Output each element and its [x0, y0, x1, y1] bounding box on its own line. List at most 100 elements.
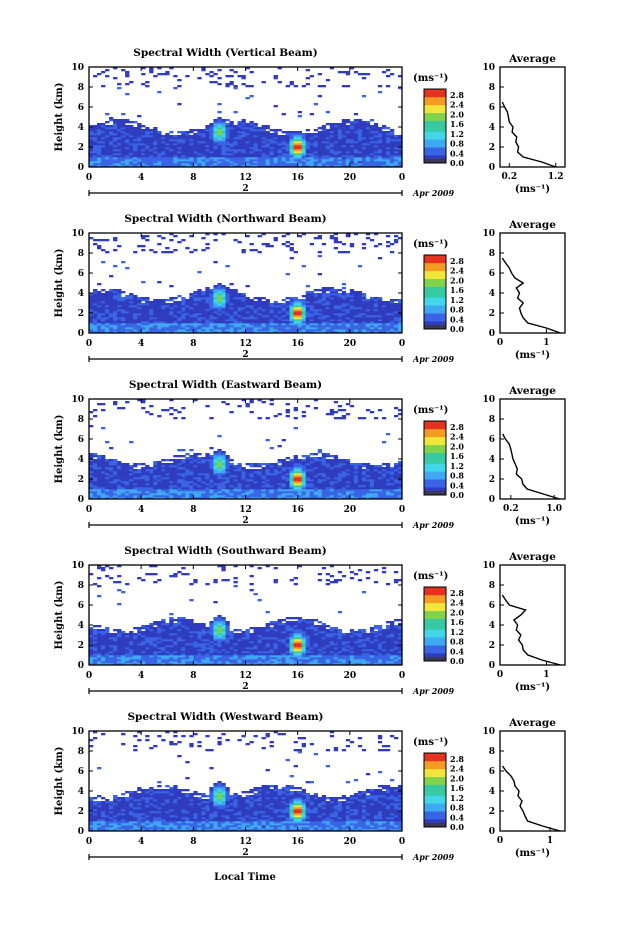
heatmap-cell — [273, 305, 278, 308]
heatmap-cell — [209, 151, 214, 154]
heatmap-cell — [241, 251, 246, 254]
heatmap-cell — [385, 301, 391, 304]
heatmap-cell — [113, 483, 118, 486]
heatmap-cell — [161, 315, 166, 318]
heatmap-cell — [173, 147, 178, 150]
heatmap-cell — [197, 159, 202, 162]
heatmap-cell — [153, 477, 158, 480]
heatmap-cell — [213, 319, 218, 322]
heatmap-cell — [333, 247, 339, 250]
heatmap-cell — [301, 477, 306, 480]
heatmap-cell — [341, 283, 347, 286]
heatmap-cell — [325, 311, 331, 314]
heatmap-cell — [149, 493, 154, 496]
colorbar-segment — [424, 315, 446, 319]
heatmap-cell — [161, 159, 166, 162]
heatmap-cell — [297, 157, 302, 160]
heatmap-cell — [225, 461, 230, 464]
heatmap-cell — [297, 115, 302, 118]
heatmap-cell — [145, 493, 150, 496]
heatmap-cell — [89, 425, 94, 428]
heatmap-cell — [217, 295, 222, 298]
heatmap-cell — [309, 319, 315, 322]
heatmap-cell — [357, 327, 363, 330]
heatmap-cell — [177, 461, 182, 464]
heatmap-cell — [285, 411, 290, 414]
heatmap-cell — [213, 317, 218, 320]
heatmap-cell — [141, 129, 146, 132]
heatmap-cell — [169, 485, 174, 488]
heatmap-cell — [221, 139, 226, 142]
heatmap-cell — [241, 331, 246, 334]
heatmap-cell — [377, 315, 383, 318]
colorbar-segment — [424, 128, 446, 132]
heatmap-cell — [181, 159, 186, 162]
heatmap-cell — [205, 331, 210, 334]
heatmap-cell — [185, 457, 190, 460]
heatmap-cell — [269, 161, 274, 164]
heatmap-cell — [273, 317, 278, 320]
heatmap-cell — [313, 293, 319, 296]
heatmap-cell — [269, 143, 274, 146]
heatmap-cell — [253, 249, 258, 252]
heatmap-cell — [349, 137, 355, 140]
heatmap-cell — [393, 147, 399, 150]
heatmap-cell — [97, 165, 102, 168]
heatmap-cell — [201, 311, 206, 314]
heatmap-cell — [177, 467, 182, 470]
heatmap-cell — [365, 147, 371, 150]
heatmap-cell — [145, 315, 150, 318]
average-x-label: (ms⁻¹) — [515, 184, 550, 195]
heatmap-cell — [341, 145, 347, 148]
heatmap-cell — [137, 327, 142, 330]
heatmap-cell — [345, 475, 351, 478]
heatmap-cell — [121, 313, 126, 316]
heatmap-cell — [141, 311, 146, 314]
heatmap-cell — [105, 113, 110, 116]
heatmap-cell — [301, 481, 306, 484]
heatmap-cell — [285, 477, 290, 480]
heatmap-cell — [321, 145, 327, 148]
heatmap-cell — [261, 137, 266, 140]
heatmap-cell — [281, 329, 286, 332]
heatmap-cell — [321, 319, 327, 322]
y-tick-label: 10 — [71, 63, 84, 73]
heatmap-cell — [333, 479, 339, 482]
heatmap-cell — [217, 479, 222, 482]
heatmap-cell — [193, 331, 198, 334]
heatmap-cell — [265, 487, 270, 490]
heatmap-cell — [269, 481, 274, 484]
heatmap-cell — [141, 323, 146, 326]
heatmap-cell — [93, 139, 98, 142]
heatmap-cell — [329, 461, 335, 464]
heatmap-cell — [165, 319, 170, 322]
heatmap-cell — [225, 487, 230, 490]
heatmap-cell — [353, 165, 359, 168]
heatmap-cell — [109, 301, 114, 304]
heatmap-cell — [341, 487, 347, 490]
heatmap-cell — [157, 133, 162, 136]
heatmap-cell — [337, 143, 343, 146]
heatmap-cell — [201, 165, 206, 168]
heatmap-cell — [305, 459, 310, 462]
heatmap-cell — [209, 315, 214, 318]
heatmap-cell — [169, 463, 174, 466]
heatmap-cell — [373, 153, 379, 156]
heatmap-cell — [209, 147, 214, 150]
heatmap-cell — [361, 149, 367, 152]
heatmap-cell — [385, 315, 391, 318]
heatmap-cell — [317, 331, 323, 334]
heatmap-cell — [237, 241, 242, 244]
heatmap-cell — [329, 137, 335, 140]
heatmap-cell — [145, 81, 150, 84]
heatmap-cell — [217, 483, 222, 486]
heatmap-cell — [161, 321, 166, 324]
heatmap-cell — [209, 475, 214, 478]
heatmap-cell — [165, 137, 170, 140]
heatmap-cell — [285, 331, 290, 334]
heatmap-cell — [197, 303, 202, 306]
heatmap-cell — [209, 155, 214, 158]
heatmap-cell — [157, 487, 162, 490]
heatmap-cell — [117, 473, 122, 476]
heatmap-cell — [97, 459, 102, 462]
